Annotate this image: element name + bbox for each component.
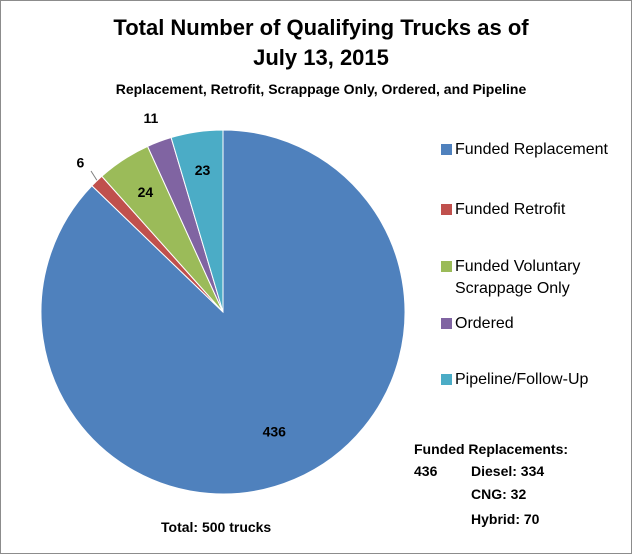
legend-label: Ordered <box>455 315 514 332</box>
annotation: Total: 500 trucks <box>161 519 272 535</box>
annotation: Diesel: 334 <box>471 463 545 479</box>
legend-label: Funded Replacement <box>455 141 608 158</box>
chart-title: Total Number of Qualifying Trucks as of … <box>113 15 529 70</box>
legend-swatch <box>441 261 452 272</box>
legend-swatch <box>441 204 452 215</box>
chart-subtitle: Replacement, Retrofit, Scrappage Only, O… <box>115 81 527 97</box>
legend-item: Pipeline/Follow-Up <box>441 369 631 391</box>
legend-swatch <box>441 318 452 329</box>
data-label: 436 <box>263 423 287 439</box>
pie-slice <box>170 129 224 313</box>
annotation: CNG: 32 <box>471 486 527 502</box>
annotation: Hybrid: 70 <box>471 511 540 527</box>
data-label: 23 <box>195 162 211 178</box>
legend-label: Pipeline/Follow-Up <box>455 371 589 388</box>
annotation: 436 <box>414 463 438 479</box>
legend-swatch <box>441 144 452 155</box>
legend-label: Funded Retrofit <box>455 201 566 218</box>
data-label: 11 <box>144 110 159 126</box>
legend-item: Funded Retrofit <box>441 199 631 221</box>
legend-swatch <box>441 374 452 385</box>
data-label: 6 <box>76 155 84 171</box>
legend-item: Ordered <box>441 313 631 335</box>
legend-label: Funded Voluntary Scrappage Only <box>455 258 581 297</box>
annotation: Funded Replacements: <box>414 441 569 457</box>
data-label: 24 <box>138 184 154 200</box>
legend-item: Funded Voluntary Scrappage Only <box>441 256 631 300</box>
legend-item: Funded Replacement <box>441 139 631 161</box>
